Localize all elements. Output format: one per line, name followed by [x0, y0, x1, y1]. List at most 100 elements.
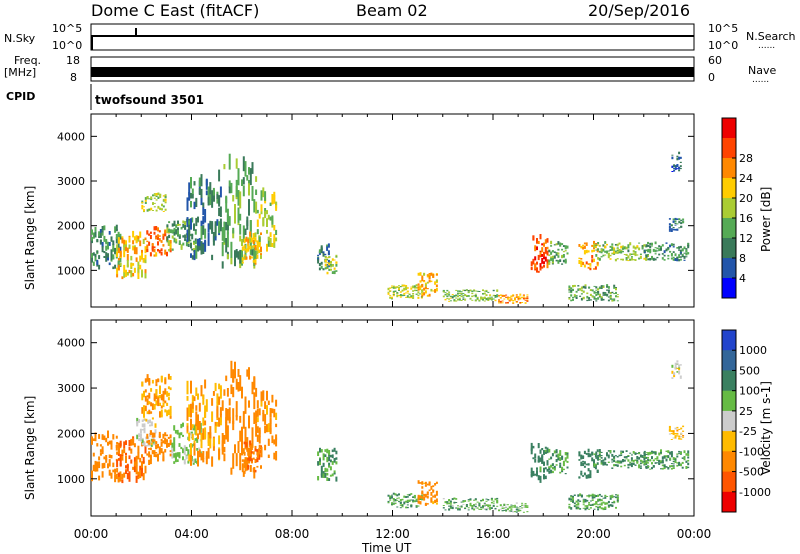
echo-cell	[546, 238, 549, 243]
echo-cell	[242, 177, 245, 185]
echo-cell	[399, 501, 402, 504]
echo-cell	[144, 273, 147, 279]
echo-cell	[570, 495, 573, 497]
echo-cell	[572, 498, 574, 502]
echo-cell	[636, 246, 639, 249]
colorbar-tick-label: -1000	[739, 486, 771, 499]
echo-cell	[426, 294, 429, 297]
echo-cell	[415, 505, 418, 508]
echo-cell	[143, 407, 145, 415]
echo-cell	[604, 496, 607, 499]
echo-cell	[158, 230, 161, 233]
echo-cell	[148, 448, 151, 450]
echo-cell	[260, 465, 262, 468]
echo-cell	[465, 505, 468, 508]
echo-cell	[645, 259, 648, 261]
echo-cell	[663, 455, 666, 459]
echo-cell	[195, 422, 198, 428]
echo-cell	[618, 242, 621, 245]
echo-cell	[333, 270, 336, 272]
echo-cell	[654, 247, 657, 249]
echo-cell	[191, 233, 194, 236]
echo-cell	[322, 252, 325, 257]
echo-cell	[326, 257, 329, 259]
echo-cell	[146, 231, 149, 235]
echo-cell	[537, 254, 540, 261]
echo-cell	[260, 253, 262, 256]
echo-cell	[119, 443, 122, 447]
echo-cell	[326, 451, 329, 453]
echo-cell	[123, 272, 126, 278]
echo-cell	[676, 432, 679, 435]
echo-cell	[494, 498, 497, 501]
echo-cell	[162, 198, 165, 201]
echo-cell	[579, 500, 582, 502]
echo-cell	[634, 251, 637, 254]
echo-cell	[643, 462, 646, 465]
echo-cell	[169, 412, 172, 418]
echo-cell	[514, 299, 516, 301]
echo-cell	[598, 500, 601, 502]
echo-cell	[453, 300, 456, 302]
echo-cell	[251, 186, 254, 201]
echo-cell	[155, 454, 158, 458]
echo-cell	[478, 299, 481, 301]
echo-cell	[175, 238, 178, 243]
nsky-tick-top: 10^5	[52, 22, 82, 35]
echo-cell	[458, 292, 461, 294]
echo-cell	[144, 199, 147, 202]
echo-cell	[197, 216, 199, 223]
echo-cell	[593, 464, 596, 468]
echo-cell	[551, 470, 554, 474]
echo-cell	[242, 448, 245, 454]
echo-cell	[541, 266, 544, 269]
echo-cell	[207, 196, 210, 203]
echo-cell	[160, 240, 163, 243]
echo-cell	[580, 473, 583, 476]
echo-cell	[125, 455, 127, 463]
echo-cell	[169, 416, 172, 419]
echo-cell	[589, 507, 592, 509]
echo-cell	[687, 252, 690, 255]
echo-cell	[91, 237, 93, 241]
echo-cell	[161, 203, 163, 207]
echo-cell	[107, 253, 109, 258]
echo-cell	[255, 201, 258, 214]
echo-cell	[219, 419, 222, 426]
echo-cell	[598, 455, 601, 458]
echo-cell	[559, 450, 562, 453]
echo-cell	[505, 506, 508, 508]
echo-cell	[178, 234, 181, 237]
echo-cell	[638, 452, 641, 455]
echo-cell	[682, 425, 685, 428]
echo-cell	[405, 296, 408, 298]
echo-cell	[218, 435, 221, 445]
echo-cell	[672, 228, 675, 231]
echo-cell	[679, 377, 682, 379]
echo-cell	[155, 395, 158, 400]
echo-cell	[139, 264, 142, 270]
echo-cell	[593, 243, 596, 245]
echo-cell	[251, 249, 254, 256]
echo-cell	[480, 506, 483, 508]
echo-cell	[417, 283, 420, 286]
echo-cell	[647, 248, 650, 252]
echo-cell	[204, 228, 207, 239]
echo-cell	[417, 286, 420, 289]
echo-cell	[157, 379, 160, 383]
x-tick-label: 08:00	[275, 527, 310, 541]
echo-cell	[674, 166, 677, 168]
echo-cell	[564, 246, 567, 250]
echo-cell	[195, 411, 198, 425]
echo-cell	[548, 262, 551, 265]
echo-cell	[401, 504, 404, 506]
echo-cell	[125, 243, 127, 252]
echo-cell	[674, 258, 677, 261]
echo-cell	[600, 499, 603, 502]
echo-region	[668, 425, 685, 440]
echo-cell	[132, 240, 135, 245]
echo-cell	[198, 180, 201, 194]
echo-cell	[320, 465, 323, 471]
echo-cell	[546, 263, 549, 269]
echo-cell	[216, 193, 219, 199]
